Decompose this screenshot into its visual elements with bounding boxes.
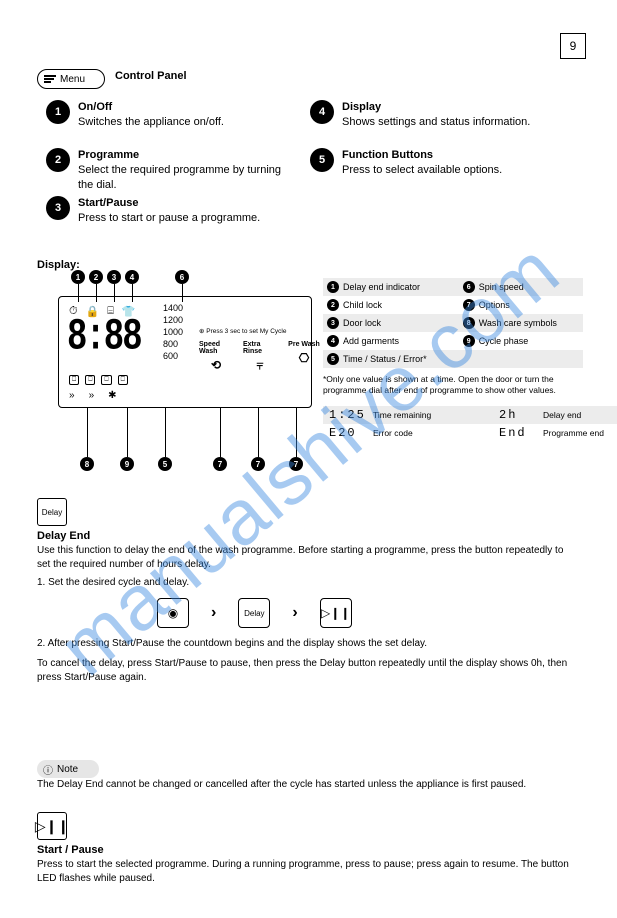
info-icon: ⓘ bbox=[43, 762, 53, 777]
callout-4: 4 bbox=[125, 270, 139, 284]
legend-row: 3Door lock 8Wash care symbols bbox=[323, 314, 583, 332]
callout-7b: 7 bbox=[251, 457, 265, 471]
lcd-mycycle-label: ⊕ Press 3 sec to set My Cycle bbox=[199, 327, 286, 335]
callout-line bbox=[165, 408, 166, 457]
lcd-panel: ⏱ 🔒 ⌸ 👕 8:88 1400 1200 1000 800 600 ⊕ Pr… bbox=[58, 296, 312, 408]
callout-line bbox=[296, 408, 297, 457]
delay-body: Use this function to delay the end of th… bbox=[37, 544, 577, 571]
callout-7c: 7 bbox=[289, 457, 303, 471]
item-marker-3: 3 bbox=[46, 196, 70, 220]
example-row: E20 Error code bbox=[323, 424, 493, 442]
callout-line bbox=[258, 408, 259, 457]
lcd-cycle-phase: »»✱ bbox=[69, 390, 117, 401]
note-pill: ⓘ Note bbox=[37, 760, 99, 778]
page-number: 9 bbox=[570, 39, 577, 53]
item-marker-2: 2 bbox=[46, 148, 70, 172]
legend-row: 2Child lock 7Options bbox=[323, 296, 583, 314]
item-marker-5: 5 bbox=[310, 148, 334, 172]
start-pause-icon: ▷❙❙ bbox=[37, 812, 67, 840]
page-number-box: 9 bbox=[560, 33, 586, 59]
speed-wash-icon: ⟲ bbox=[211, 358, 221, 372]
delay-title: Delay End bbox=[37, 530, 577, 542]
play-pause-icon: ▷❙❙ bbox=[320, 598, 352, 628]
item-marker-1: 1 bbox=[46, 100, 70, 124]
item-5-text: Function ButtonsPress to select availabl… bbox=[342, 148, 572, 178]
callout-line bbox=[127, 408, 128, 457]
lcd-options: Speed Wash ⟲ Extra Rinse ⫧ Pre Wash ⎔ bbox=[199, 341, 321, 373]
legend-row: 5Time / Status / Error* bbox=[323, 350, 583, 368]
item-4-text: DisplayShows settings and status informa… bbox=[342, 100, 572, 130]
callout-line bbox=[220, 408, 221, 457]
delay-button-icon: Delay bbox=[238, 598, 270, 628]
extra-rinse-icon: ⫧ bbox=[257, 358, 264, 373]
menu-icon bbox=[44, 74, 56, 85]
callout-line bbox=[87, 408, 88, 457]
chevron-right-icon: › bbox=[292, 604, 297, 622]
delay-step-2: 2. After pressing Start/Pause the countd… bbox=[37, 638, 577, 649]
lcd-rpm-list: 1400 1200 1000 800 600 bbox=[163, 303, 183, 361]
nav-pill: Menu bbox=[37, 69, 105, 89]
start-pause-title: Start / Pause bbox=[37, 844, 577, 856]
legend-row: 1Delay end indicator 6Spin speed bbox=[323, 278, 583, 296]
callout-3: 3 bbox=[107, 270, 121, 284]
callout-6: 6 bbox=[175, 270, 189, 284]
delay-step-1: 1. Set the desired cycle and delay. bbox=[37, 577, 577, 588]
item-2-text: ProgrammeSelect the required programme b… bbox=[78, 148, 288, 193]
pre-wash-icon: ⎔ bbox=[299, 351, 309, 365]
lcd-care-symbols: ⎕⎕⎕⎕ bbox=[69, 375, 128, 385]
callout-7a: 7 bbox=[213, 457, 227, 471]
start-pause-body: Press to start the selected programme. D… bbox=[37, 858, 577, 885]
delay-icon: Delay bbox=[37, 498, 67, 526]
step-icons-row: ◉ › Delay › ▷❙❙ bbox=[157, 598, 577, 628]
dial-icon: ◉ bbox=[157, 598, 189, 628]
item-marker-4: 4 bbox=[310, 100, 334, 124]
callout-2: 2 bbox=[89, 270, 103, 284]
option-extra-rinse: Extra Rinse ⫧ bbox=[243, 341, 277, 373]
note-text: The Delay End cannot be changed or cance… bbox=[37, 778, 577, 792]
callout-9: 9 bbox=[120, 457, 134, 471]
lcd-digits: 8:88 bbox=[67, 313, 141, 362]
example-row: 1:25 Time remaining bbox=[323, 406, 493, 424]
section-heading: Control Panel bbox=[115, 70, 187, 82]
nav-label: Menu bbox=[60, 74, 85, 85]
option-pre-wash: Pre Wash ⎔ bbox=[287, 341, 321, 373]
note-label: Note bbox=[57, 764, 78, 775]
legend-table: 1Delay end indicator 6Spin speed 2Child … bbox=[323, 278, 583, 442]
legend-examples: 1:25 Time remaining 2h Delay end E20 Err… bbox=[323, 406, 583, 442]
option-speed-wash: Speed Wash ⟲ bbox=[199, 341, 233, 373]
callout-1: 1 bbox=[71, 270, 85, 284]
item-1-text: On/OffSwitches the appliance on/off. bbox=[78, 100, 288, 130]
item-3-text: Start/PausePress to start or pause a pro… bbox=[78, 196, 288, 226]
legend-footnote: *Only one value is shown at a time. Open… bbox=[323, 374, 583, 400]
callout-5: 5 bbox=[158, 457, 172, 471]
chevron-right-icon: › bbox=[211, 604, 216, 622]
delay-section: Delay Delay End Use this function to del… bbox=[37, 498, 577, 684]
legend-row: 4Add garments 9Cycle phase bbox=[323, 332, 583, 350]
example-row: 2h Delay end bbox=[493, 406, 617, 424]
start-pause-section: ▷❙❙ Start / Pause Press to start the sel… bbox=[37, 812, 577, 885]
delay-cancel-note: To cancel the delay, press Start/Pause t… bbox=[37, 657, 577, 684]
callout-8: 8 bbox=[80, 457, 94, 471]
example-row: End Programme end bbox=[493, 424, 617, 442]
